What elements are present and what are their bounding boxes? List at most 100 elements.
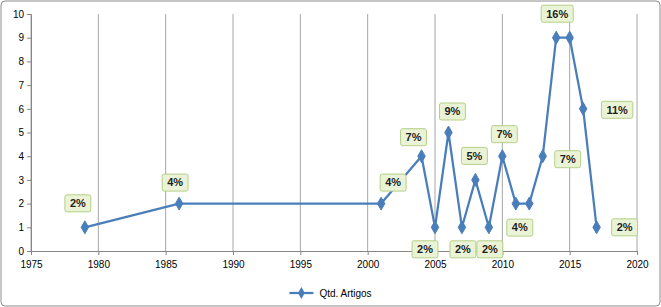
y-tick-mark <box>27 38 31 39</box>
grid <box>31 14 637 251</box>
x-tick: 1990 <box>222 251 245 270</box>
y-tick-label: 10 <box>13 9 25 20</box>
y-tick: 1 <box>18 222 31 233</box>
x-tick-label: 1990 <box>222 259 245 270</box>
plot: 1975198019851990199520002005201020152020… <box>13 5 649 270</box>
annotation-box <box>440 103 466 120</box>
annotation-box <box>65 195 91 212</box>
annotations: 2%4%4%7%2%9%2%5%2%7%4%7%16%11%2% <box>65 5 638 258</box>
marker <box>81 221 88 234</box>
marker <box>377 197 384 210</box>
y-tick-mark <box>27 109 31 110</box>
annotation-box <box>412 241 438 258</box>
y-tick-label: 4 <box>18 151 24 162</box>
grid-line-x <box>569 14 570 251</box>
marker <box>512 197 519 210</box>
y-tick-mark <box>27 133 31 134</box>
annotation: 7% <box>401 129 427 146</box>
legend: Qtd. Artigos <box>289 287 371 299</box>
grid-line-x <box>637 14 638 251</box>
annotation-box <box>401 129 427 146</box>
annotation-label: 2% <box>455 243 471 255</box>
annotation: 16% <box>541 5 573 22</box>
annotation-box <box>162 174 188 191</box>
x-tick-label: 2010 <box>492 259 515 270</box>
legend-item: Qtd. Artigos <box>289 287 371 299</box>
annotation-box <box>612 219 638 236</box>
x-tick-mark <box>98 251 99 255</box>
grid-line-x <box>367 14 368 251</box>
annotation-box <box>601 101 632 118</box>
annotation-label: 2% <box>482 243 498 255</box>
y-tick-label: 7 <box>18 80 24 91</box>
x-tick-label: 1975 <box>20 259 43 270</box>
annotation-box <box>450 241 476 258</box>
y-tick-label: 2 <box>18 198 24 209</box>
annotation: 4% <box>162 174 188 191</box>
y-tick-label: 3 <box>18 175 24 186</box>
y-tick-label: 8 <box>18 56 24 67</box>
annotation-label: 16% <box>546 8 568 20</box>
x-tick-label: 2015 <box>559 259 582 270</box>
x-tick-mark <box>166 251 167 255</box>
marker <box>175 197 182 210</box>
marker <box>552 31 559 44</box>
annotation: 2% <box>477 241 503 258</box>
y-tick: 6 <box>18 104 31 115</box>
grid-line-x <box>165 14 166 251</box>
annotation: 11% <box>601 101 632 118</box>
marker <box>458 221 465 234</box>
annotation-label: 2% <box>417 243 433 255</box>
annotation-label: 9% <box>445 105 461 117</box>
x-tick-mark <box>368 251 369 255</box>
annotation: 2% <box>65 195 91 212</box>
y-tick: 9 <box>18 32 31 43</box>
chart: 1975198019851990199520002005201020152020… <box>0 0 661 307</box>
annotation-box <box>380 174 406 191</box>
x-tick: 2000 <box>357 251 380 270</box>
chart-border <box>1 1 660 306</box>
annotation-box <box>477 241 503 258</box>
x-tick-label: 1995 <box>290 259 313 270</box>
grid-line-x <box>98 14 99 251</box>
y-tick-mark <box>27 227 31 228</box>
marker <box>593 221 600 234</box>
x-tick-label: 1985 <box>155 259 178 270</box>
y-tick-mark <box>27 85 31 86</box>
y-tick-mark <box>27 61 31 62</box>
y-axis-line <box>27 15 32 252</box>
annotation-label: 7% <box>496 128 512 140</box>
annotation-label: 7% <box>560 153 576 165</box>
annotation: 2% <box>612 219 638 236</box>
y-axis: 012345678910 <box>13 9 32 257</box>
grid-line-x <box>435 14 436 251</box>
annotation-label: 5% <box>466 150 482 162</box>
annotation-box <box>507 219 533 236</box>
y-tick: 10 <box>13 9 31 20</box>
x-tick-mark <box>233 251 234 255</box>
y-tick: 4 <box>18 151 31 162</box>
annotation-label: 2% <box>617 221 633 233</box>
x-tick-mark <box>300 251 301 255</box>
series-line <box>85 38 597 228</box>
marker <box>485 221 492 234</box>
y-tick-label: 1 <box>18 222 24 233</box>
annotation-box <box>461 147 487 164</box>
y-tick: 8 <box>18 56 31 67</box>
y-tick-label: 9 <box>18 32 24 43</box>
y-tick-mark <box>27 251 31 252</box>
grid-line-x <box>233 14 234 251</box>
x-tick-label: 2000 <box>357 259 380 270</box>
x-axis-line <box>32 252 638 256</box>
y-tick-mark <box>27 14 31 15</box>
annotation: 9% <box>440 103 466 120</box>
grid-line-x <box>300 14 301 251</box>
x-tick: 1980 <box>88 251 111 270</box>
x-tick: 2020 <box>626 251 649 270</box>
annotation-label: 4% <box>512 221 528 233</box>
data-layer <box>81 31 600 233</box>
marker <box>499 150 506 163</box>
x-tick-mark <box>570 251 571 255</box>
legend-marker <box>298 287 305 299</box>
y-tick-mark <box>27 156 31 157</box>
